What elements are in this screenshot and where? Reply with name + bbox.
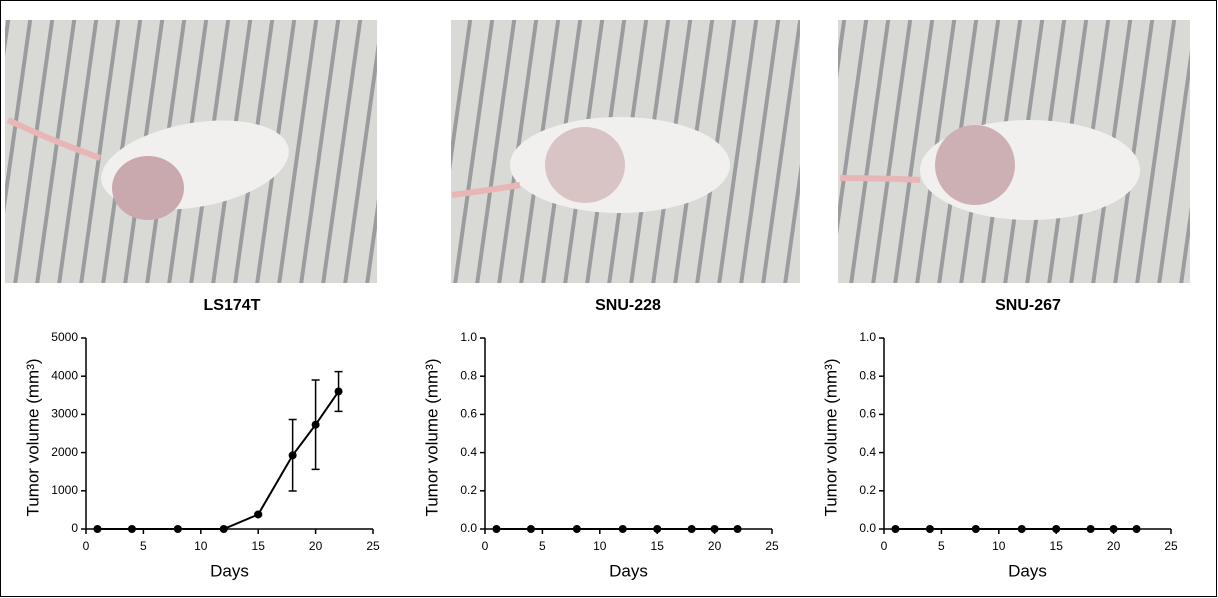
y-axis-label: Tumor volume (mm³) bbox=[23, 358, 42, 516]
x-tick-label: 20 bbox=[708, 539, 722, 553]
x-tick-label: 25 bbox=[1164, 539, 1178, 553]
y-tick-label: 0.4 bbox=[460, 445, 477, 459]
y-tick-label: 4000 bbox=[51, 368, 78, 382]
data-point bbox=[1132, 525, 1141, 533]
y-tick-label: 3000 bbox=[51, 407, 78, 421]
y-tick-label: 1.0 bbox=[859, 330, 876, 344]
chart-title: SNU-267 bbox=[995, 297, 1061, 314]
data-point bbox=[173, 525, 182, 533]
y-tick-label: 1000 bbox=[51, 483, 78, 497]
data-point bbox=[526, 525, 535, 533]
x-tick-label: 10 bbox=[593, 539, 607, 553]
y-tick-label: 0.0 bbox=[859, 521, 876, 535]
x-tick-label: 25 bbox=[765, 539, 779, 553]
x-tick-label: 20 bbox=[309, 539, 323, 553]
data-point bbox=[254, 510, 263, 519]
data-point bbox=[572, 525, 581, 533]
data-point bbox=[219, 525, 228, 533]
data-point bbox=[971, 525, 980, 533]
data-point bbox=[618, 525, 627, 533]
x-tick-label: 15 bbox=[1050, 539, 1064, 553]
y-tick-label: 0.6 bbox=[460, 407, 477, 421]
x-tick-label: 5 bbox=[938, 539, 945, 553]
data-point bbox=[653, 525, 662, 533]
y-axis-label: Tumor volume (mm³) bbox=[821, 358, 840, 516]
y-tick-label: 2000 bbox=[51, 445, 78, 459]
photo-snu267 bbox=[838, 20, 1190, 283]
data-point bbox=[311, 420, 320, 429]
photo-snu228 bbox=[451, 20, 800, 283]
y-tick-label: 0.2 bbox=[859, 483, 876, 497]
x-tick-label: 25 bbox=[366, 539, 380, 553]
data-point bbox=[1086, 525, 1095, 533]
data-point bbox=[492, 525, 501, 533]
x-tick-label: 10 bbox=[992, 539, 1006, 553]
x-tick-label: 0 bbox=[482, 539, 489, 553]
y-tick-label: 0.8 bbox=[859, 368, 876, 382]
x-tick-label: 10 bbox=[194, 539, 208, 553]
chart-title: LS174T bbox=[204, 297, 261, 314]
x-tick-label: 5 bbox=[140, 539, 147, 553]
y-tick-label: 0.4 bbox=[859, 445, 876, 459]
x-tick-label: 0 bbox=[83, 539, 90, 553]
x-tick-label: 20 bbox=[1107, 539, 1121, 553]
photo-ls174t bbox=[5, 20, 377, 283]
x-axis-label: Days bbox=[210, 561, 249, 580]
data-point bbox=[334, 387, 343, 396]
x-tick-label: 15 bbox=[651, 539, 665, 553]
y-tick-label: 0.6 bbox=[859, 407, 876, 421]
y-tick-label: 0.0 bbox=[460, 521, 477, 535]
data-point bbox=[1109, 525, 1118, 533]
data-point bbox=[687, 525, 696, 533]
x-axis-label: Days bbox=[1008, 561, 1047, 580]
data-point bbox=[93, 525, 102, 533]
data-point bbox=[288, 451, 297, 460]
y-tick-label: 1.0 bbox=[460, 330, 477, 344]
x-tick-label: 15 bbox=[252, 539, 266, 553]
y-tick-label: 5000 bbox=[51, 330, 78, 344]
data-point bbox=[925, 525, 934, 533]
data-point bbox=[1052, 525, 1061, 533]
x-axis-label: Days bbox=[609, 561, 648, 580]
data-point bbox=[733, 525, 742, 533]
x-tick-label: 5 bbox=[539, 539, 546, 553]
y-tick-label: 0 bbox=[71, 521, 78, 535]
y-axis-label: Tumor volume (mm³) bbox=[422, 358, 441, 516]
y-tick-label: 0.8 bbox=[460, 368, 477, 382]
data-line bbox=[97, 390, 340, 530]
data-point bbox=[127, 525, 136, 533]
y-tick-label: 0.2 bbox=[460, 483, 477, 497]
data-point bbox=[710, 525, 719, 533]
chart-title: SNU-228 bbox=[595, 297, 661, 314]
data-point bbox=[1017, 525, 1026, 533]
x-tick-label: 0 bbox=[881, 539, 888, 553]
data-point bbox=[891, 525, 900, 533]
